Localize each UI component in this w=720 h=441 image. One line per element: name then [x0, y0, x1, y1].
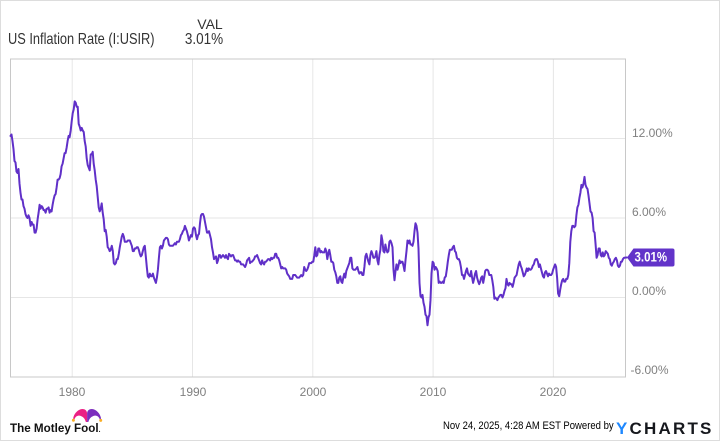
svg-text:3.01%: 3.01% [635, 250, 668, 265]
